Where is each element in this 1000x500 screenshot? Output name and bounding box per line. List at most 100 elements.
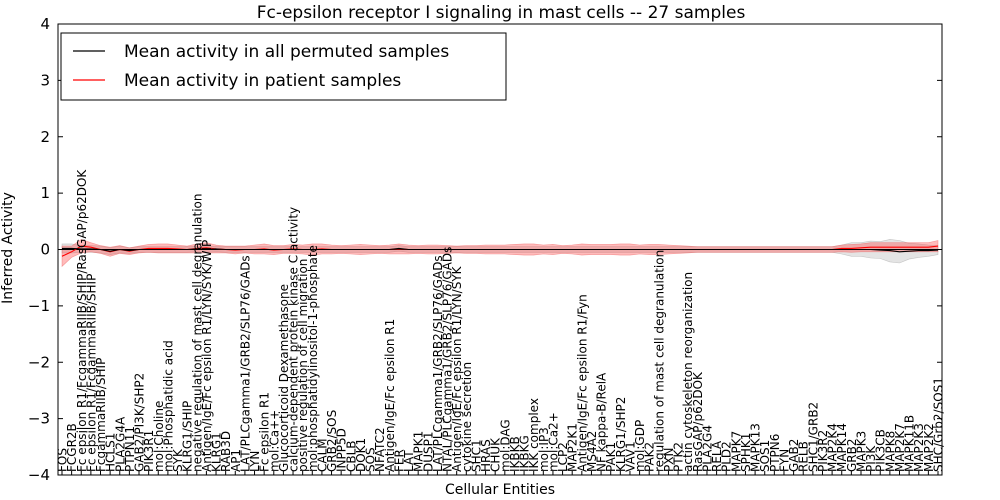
x-tick-label: regulation of mast cell degranulation (652, 250, 666, 472)
x-tick-label: Antigen/IgE/Fc epsilon R1/LYN/SYK (450, 265, 464, 472)
x-tick-label: MAPK3 (854, 431, 868, 472)
x-tick-label: PAK2 (643, 442, 657, 472)
y-tick-label: 0 (40, 241, 50, 259)
legend-box (60, 32, 507, 101)
permuted-band-layer (61, 239, 939, 264)
x-tick-label: MAP2K4 (826, 423, 840, 472)
x-tick-label: Antigen/IgE/Fc epsilon R1 (383, 319, 397, 472)
x-tick-label: MAP2K7 (893, 423, 907, 472)
x-tick-label: LYN (248, 451, 262, 472)
x-tick-label: PIK3R2 (816, 430, 830, 472)
x-tick-label: VAV1 (623, 441, 637, 472)
x-tick-label: DUSP1 (421, 431, 435, 472)
x-tick-label: negative regulation of mast cell degranu… (190, 193, 204, 472)
x-tick-label: MAPK7 (729, 431, 743, 472)
x-tick-label: HCLS1 (104, 433, 118, 472)
x-tick-label: GAB2 (787, 439, 801, 472)
x-tick-label: PTK2 (672, 442, 686, 472)
series-lines (61, 245, 939, 257)
x-tick-label: PI3K (864, 445, 878, 472)
x-tick-label: CBLB (344, 440, 358, 472)
x-tick-label: SOS1 (758, 440, 772, 472)
x-tick-label: LCP2 (556, 442, 570, 472)
x-tick-label: DOK1 (354, 438, 368, 472)
x-tick-label: FcgammaRIIB/SHIP (94, 358, 108, 472)
legend: Mean activity in all permuted samples Me… (60, 32, 507, 101)
x-tick-label: positive regulation of cell migration (296, 259, 310, 472)
x-tick-label: mol:phosphatidylinositol-1-phosphate (306, 245, 320, 472)
x-tick-label: MAPK1 (412, 431, 426, 472)
y-tick-label: 3 (40, 71, 50, 89)
x-tick-label: MAPK11B (903, 415, 917, 472)
x-tick-label: calcium-dependent protein kinase C activ… (287, 207, 301, 472)
x-tick-label: NTAL/PLCgamma1/GRB2/SLP76/GADs (441, 247, 455, 472)
x-tick-label: Fc epsilon R1/FcgammaRIIB/SHIP/RasGAP/p6… (75, 169, 89, 472)
x-tick-label: FOS (56, 448, 70, 472)
x-tick-label: mol:Choline (152, 401, 166, 472)
x-tick-label: RAB3D (219, 431, 233, 472)
y-tick-label: −1 (28, 297, 50, 315)
x-tick-label: CALM (315, 438, 329, 472)
y-tick-label: −3 (28, 410, 50, 428)
x-tick-label: LAT/PLCgamma1/GRB2/SLP76/GADs (431, 255, 445, 472)
x-tick-label: GRB2/SOS (325, 410, 339, 472)
x-tick-label: KLRG1 (210, 432, 224, 472)
x-tick-label: MAP2K2 (922, 423, 936, 472)
x-tick-label: KLRG1/SHIP (181, 401, 195, 472)
x-tick-label: MS4A2 (585, 431, 599, 472)
x-tick-label: FYN (777, 449, 791, 472)
x-tick-label: AP1 (229, 449, 243, 472)
x-tick-label: LAT/PLCgamma1/GRB2/SLP76/GADs (238, 255, 252, 472)
x-tick-label: FCGR2B (65, 423, 79, 472)
x-tick-label: GAB2/PI3K/SHP2 (133, 373, 147, 472)
patient-band (61, 239, 939, 268)
x-tick-label: PXN (662, 448, 676, 472)
x-tick-label: SHC1 (469, 439, 483, 472)
x-tick-label: RasGAP/p62DOK (691, 371, 705, 472)
x-tick-label: RELA (710, 440, 724, 472)
x-tick-label: Antigen/IgE/Fc epsilon R1/Fyn (575, 294, 589, 472)
x-tick-label: actin cytoskeleton reorganization (681, 272, 695, 472)
x-tick-label: GRB2 (845, 438, 859, 472)
x-tick-label: LAT (402, 450, 416, 472)
x-tick-label: IKBKB (508, 436, 522, 472)
x-tick-label: SYK (171, 448, 185, 472)
x-tick-label: NF kappa-B/RelA (595, 372, 609, 472)
legend-label-patient: Mean activity in patient samples (124, 71, 401, 91)
plot-frame (57, 23, 943, 476)
x-tick-label: MAPK14 (835, 423, 849, 472)
x-tick-label: mol:IP3 (537, 427, 551, 472)
x-tick-label: MAPK13 (749, 423, 763, 472)
x-tick-label: PTPN6 (768, 434, 782, 472)
x-tick-label: CHUK (489, 437, 503, 472)
permuted-mean-line (62, 247, 939, 253)
x-tick-label: SHC/Grb2/SOS1 (932, 377, 946, 472)
x-tick-label: Antigen/IgE/Fc epsilon R1/LYN/SYK/WIP (200, 240, 214, 472)
x-axis-label: Cellular Entities (445, 482, 555, 498)
x-tick-label: mol:DAG (498, 419, 512, 472)
x-tick-label: NFATC2 (373, 427, 387, 472)
x-tick-label: PLA2G4 (700, 425, 714, 472)
x-tick-label: mol:Phosphatidic acid (161, 340, 175, 472)
x-tick-label: PLD2 (720, 441, 734, 472)
x-tick-label: PTPN11 (123, 426, 137, 472)
x-tick-label: MAPK8 (883, 431, 897, 472)
x-tick-label: KLRG1/SHP2 (614, 397, 628, 472)
x-tick-label: RELB (797, 441, 811, 472)
x-tick-label: MAP2K1 (566, 423, 580, 472)
y-tick-label: 1 (40, 184, 50, 202)
x-tick-label: SPHK1 (739, 433, 753, 472)
x-tick-label: PIK3R1 (142, 430, 156, 472)
x-tick-label: IKK complex (527, 398, 541, 472)
x-tick-label: IKBKG (518, 435, 532, 472)
x-tick-label: INPP5D (335, 428, 349, 472)
x-tick-label: cytokine secretion (460, 362, 474, 472)
y-tick-label: −2 (28, 353, 50, 371)
x-tick-label: mol:Ca2+ (546, 412, 560, 472)
y-axis-label: Inferred Activity (0, 192, 16, 304)
patient-band-layer (61, 239, 939, 268)
x-tick-label: PAK1 (604, 442, 618, 472)
x-tick-label: SOS (364, 447, 378, 472)
